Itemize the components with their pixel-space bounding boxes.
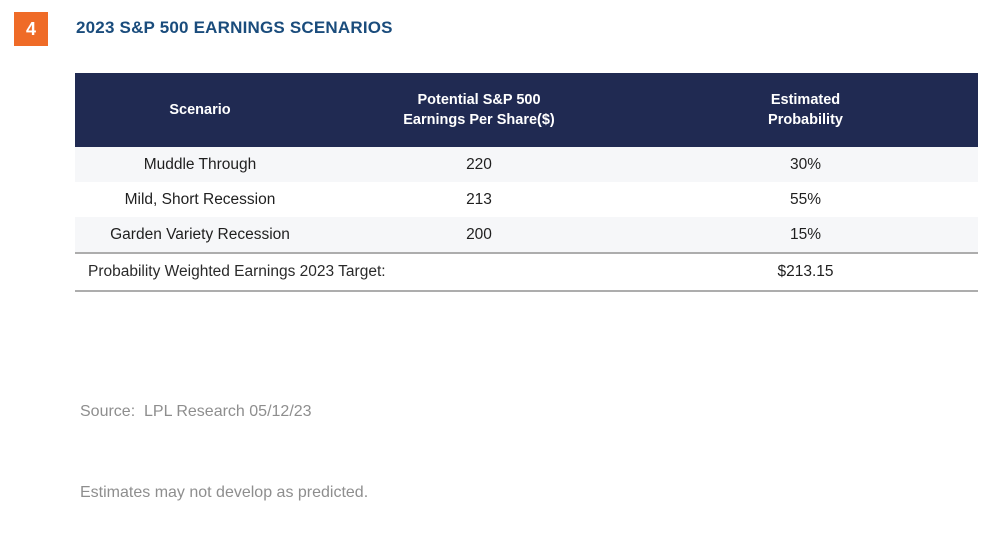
header-eps: Potential S&P 500 Earnings Per Share($) xyxy=(403,92,555,128)
cell-eps: 213 xyxy=(466,190,492,208)
source-line: Source: LPL Research 05/12/23 xyxy=(80,403,312,420)
disclaimer-line: Estimates may not develop as predicted. xyxy=(80,484,369,501)
table-row: Garden Variety Recession 200 15% xyxy=(75,217,978,252)
table-row: Muddle Through 220 30% xyxy=(75,147,978,182)
weighted-target-label: Probability Weighted Earnings 2023 Targe… xyxy=(88,263,386,280)
cell-eps: 220 xyxy=(466,155,492,173)
weighted-target-value: $213.15 xyxy=(777,263,834,280)
source-note: Source: LPL Research 05/12/23 Estimates … xyxy=(80,344,368,533)
cell-probability: 30% xyxy=(789,155,822,173)
table-footer-row: Probability Weighted Earnings 2023 Targe… xyxy=(75,252,978,292)
cell-probability: 15% xyxy=(789,225,822,243)
table-row: Mild, Short Recession 213 55% xyxy=(75,182,978,217)
page-title: 2023 S&P 500 EARNINGS SCENARIOS xyxy=(76,18,393,37)
earnings-scenarios-table: Scenario Potential S&P 500 Earnings Per … xyxy=(75,73,978,292)
cell-eps: 200 xyxy=(466,225,492,243)
figure-number: 4 xyxy=(25,18,36,39)
cell-scenario: Garden Variety Recession xyxy=(110,225,290,243)
figure-page: { "figure": { "number": "4" }, "title": … xyxy=(14,12,978,501)
table-body: Muddle Through 220 30% Mild, Short Reces… xyxy=(75,147,978,252)
header-scenario: Scenario xyxy=(169,102,231,118)
cell-scenario: Muddle Through xyxy=(143,155,257,173)
header-probability: Estimated Probability xyxy=(768,92,843,128)
figure-number-badge: 4 xyxy=(14,12,48,46)
cell-probability: 55% xyxy=(789,190,822,208)
cell-scenario: Mild, Short Recession xyxy=(124,190,276,208)
table-header-row: Scenario Potential S&P 500 Earnings Per … xyxy=(75,73,978,147)
